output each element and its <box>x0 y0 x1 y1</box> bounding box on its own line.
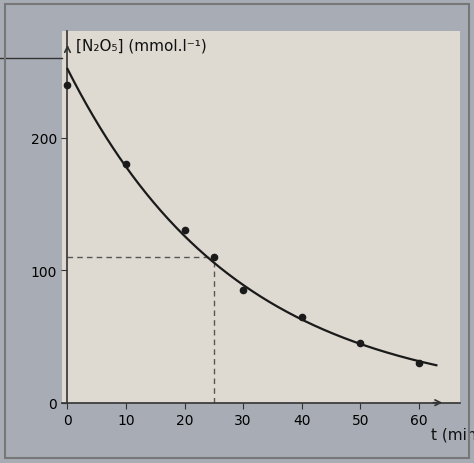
Text: [N₂O₅] (mmol.l⁻¹): [N₂O₅] (mmol.l⁻¹) <box>76 38 207 53</box>
Text: t (min): t (min) <box>430 426 474 442</box>
